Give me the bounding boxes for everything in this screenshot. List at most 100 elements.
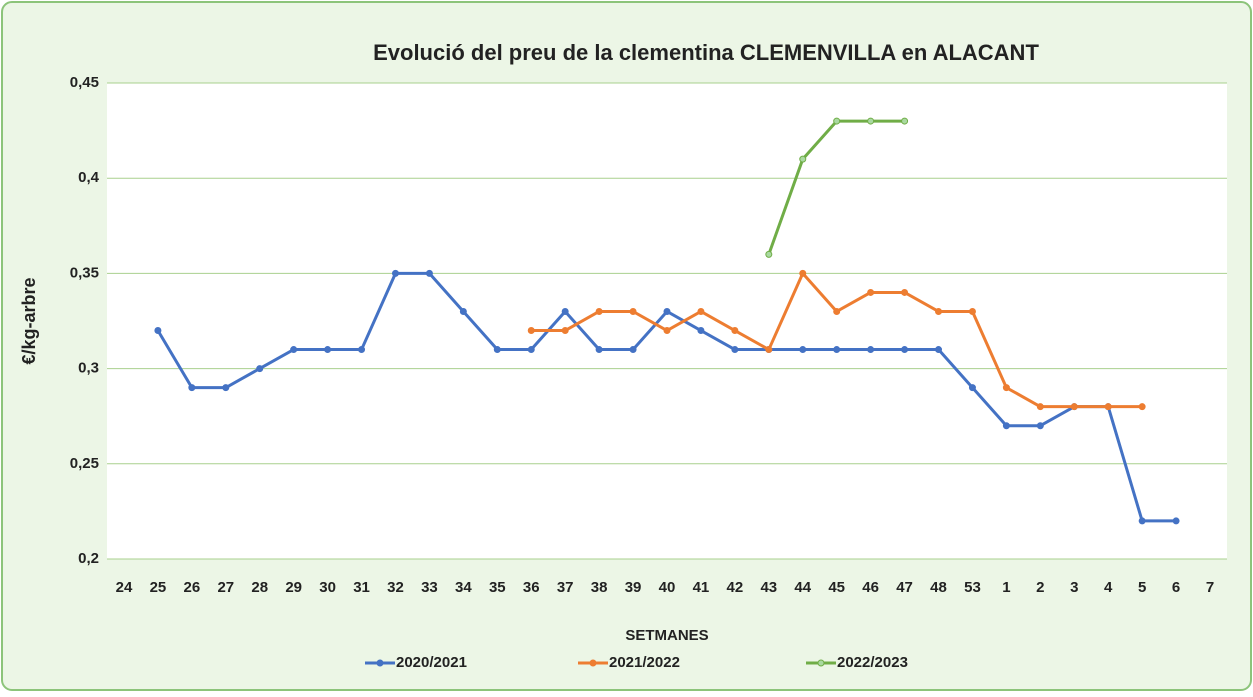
x-tick-label: 37 [557, 579, 574, 596]
data-point [1138, 403, 1146, 411]
data-point [1002, 384, 1010, 392]
x-tick-label: 28 [251, 579, 268, 596]
data-point [799, 269, 807, 277]
x-tick-label: 53 [964, 579, 981, 596]
x-tick-label: 26 [184, 579, 201, 596]
data-point [527, 327, 535, 335]
x-tick-label: 48 [930, 579, 947, 596]
x-tick-label: 30 [319, 579, 336, 596]
x-tick-label: 36 [523, 579, 540, 596]
legend-marker [376, 659, 384, 667]
legend-label: 2022/2023 [837, 654, 908, 671]
data-point [799, 346, 807, 354]
x-tick-label: 45 [828, 579, 845, 596]
x-tick-label: 43 [760, 579, 777, 596]
data-point [527, 346, 535, 354]
data-point [968, 384, 976, 392]
data-point [968, 307, 976, 315]
chart-title: Evolució del preu de la clementina CLEME… [373, 40, 1039, 65]
data-point [663, 327, 671, 335]
data-point [697, 327, 705, 335]
x-tick-label: 31 [353, 579, 370, 596]
y-tick-label: 0,2 [78, 550, 99, 567]
x-tick-label: 4 [1104, 579, 1113, 596]
legend-marker [817, 659, 825, 667]
data-point [867, 117, 875, 125]
y-tick-label: 0,25 [70, 455, 99, 472]
legend-label: 2020/2021 [396, 654, 467, 671]
x-tick-label: 47 [896, 579, 913, 596]
data-point [629, 307, 637, 315]
data-point [901, 346, 909, 354]
x-tick-label: 24 [116, 579, 133, 596]
data-point [595, 307, 603, 315]
y-axis-label: €/kg-arbre [19, 277, 39, 364]
data-point [629, 346, 637, 354]
x-tick-label: 1 [1002, 579, 1010, 596]
data-point [731, 346, 739, 354]
data-point [935, 346, 943, 354]
data-point [425, 269, 433, 277]
x-tick-label: 44 [794, 579, 811, 596]
x-tick-label: 42 [727, 579, 744, 596]
y-tick-label: 0,35 [70, 264, 99, 281]
x-tick-label: 33 [421, 579, 438, 596]
data-point [833, 346, 841, 354]
x-tick-label: 2 [1036, 579, 1044, 596]
data-point [1036, 403, 1044, 411]
data-point [358, 346, 366, 354]
y-tick-label: 0,4 [78, 169, 100, 186]
data-point [833, 117, 841, 125]
x-tick-label: 25 [150, 579, 167, 596]
x-tick-label: 34 [455, 579, 472, 596]
legend-marker [589, 659, 597, 667]
data-point [256, 365, 264, 373]
data-point [595, 346, 603, 354]
data-point [561, 307, 569, 315]
data-point [561, 327, 569, 335]
data-point [935, 307, 943, 315]
data-point [154, 327, 162, 335]
x-tick-label: 32 [387, 579, 404, 596]
x-tick-label: 29 [285, 579, 302, 596]
x-axis-label: SETMANES [625, 627, 708, 644]
x-tick-label: 3 [1070, 579, 1078, 596]
x-tick-label: 6 [1172, 579, 1180, 596]
data-point [765, 346, 773, 354]
x-tick-label: 46 [862, 579, 879, 596]
x-tick-label: 7 [1206, 579, 1214, 596]
data-point [493, 346, 501, 354]
x-tick-label: 41 [693, 579, 710, 596]
data-point [188, 384, 196, 392]
data-point [697, 307, 705, 315]
data-point [765, 250, 773, 258]
data-point [391, 269, 399, 277]
data-point [833, 307, 841, 315]
data-point [731, 327, 739, 335]
x-tick-label: 27 [217, 579, 234, 596]
data-point [663, 307, 671, 315]
data-point [324, 346, 332, 354]
data-point [867, 288, 875, 296]
data-point [867, 346, 875, 354]
data-point [901, 288, 909, 296]
data-point [1002, 422, 1010, 430]
data-point [1036, 422, 1044, 430]
data-point [1138, 517, 1146, 525]
x-tick-label: 5 [1138, 579, 1146, 596]
x-tick-label: 40 [659, 579, 676, 596]
y-tick-label: 0,45 [70, 74, 99, 91]
data-point [1172, 517, 1180, 525]
y-tick-label: 0,3 [78, 360, 99, 377]
data-point [799, 155, 807, 163]
data-point [222, 384, 230, 392]
data-point [901, 117, 909, 125]
x-tick-label: 38 [591, 579, 608, 596]
x-tick-label: 35 [489, 579, 506, 596]
data-point [1070, 403, 1078, 411]
data-point [1104, 403, 1112, 411]
plot-area [107, 83, 1227, 559]
data-point [290, 346, 298, 354]
data-point [459, 307, 467, 315]
